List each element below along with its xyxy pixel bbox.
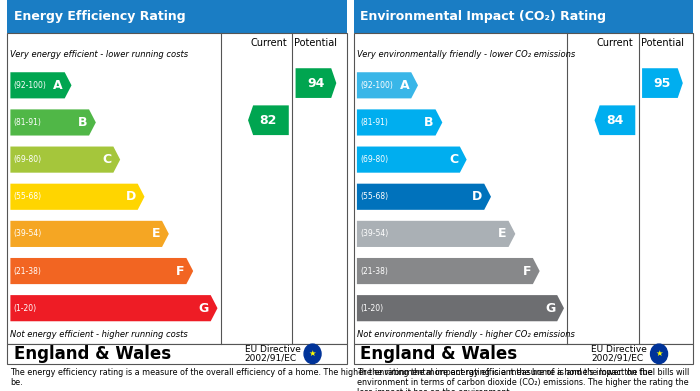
Text: (55-68): (55-68) bbox=[360, 192, 388, 201]
Text: (81-91): (81-91) bbox=[360, 118, 388, 127]
Text: E: E bbox=[498, 228, 507, 240]
Text: B: B bbox=[78, 116, 88, 129]
Polygon shape bbox=[10, 72, 71, 99]
Text: Current: Current bbox=[250, 38, 287, 48]
Text: 95: 95 bbox=[654, 77, 671, 90]
Polygon shape bbox=[357, 109, 442, 136]
Text: Not energy efficient - higher running costs: Not energy efficient - higher running co… bbox=[10, 330, 188, 339]
Text: England & Wales: England & Wales bbox=[360, 345, 517, 363]
FancyBboxPatch shape bbox=[7, 0, 346, 33]
Text: 82: 82 bbox=[260, 114, 277, 127]
Text: 94: 94 bbox=[307, 77, 325, 90]
Polygon shape bbox=[357, 147, 467, 173]
Text: (39-54): (39-54) bbox=[14, 230, 42, 239]
Polygon shape bbox=[10, 258, 193, 284]
Text: B: B bbox=[424, 116, 434, 129]
Polygon shape bbox=[642, 68, 682, 98]
Polygon shape bbox=[10, 295, 218, 321]
Text: England & Wales: England & Wales bbox=[14, 345, 171, 363]
Text: Not environmentally friendly - higher CO₂ emissions: Not environmentally friendly - higher CO… bbox=[357, 330, 575, 339]
Text: 2002/91/EC: 2002/91/EC bbox=[591, 353, 643, 362]
Text: EU Directive: EU Directive bbox=[245, 345, 300, 355]
Polygon shape bbox=[357, 258, 540, 284]
FancyBboxPatch shape bbox=[354, 33, 693, 344]
Text: (69-80): (69-80) bbox=[360, 155, 388, 164]
Text: Very environmentally friendly - lower CO₂ emissions: Very environmentally friendly - lower CO… bbox=[357, 50, 575, 59]
Text: (1-20): (1-20) bbox=[360, 304, 384, 313]
Circle shape bbox=[650, 344, 668, 364]
Text: G: G bbox=[199, 302, 209, 315]
Text: ★: ★ bbox=[655, 349, 663, 359]
Text: (39-54): (39-54) bbox=[360, 230, 388, 239]
Polygon shape bbox=[10, 109, 96, 136]
Polygon shape bbox=[10, 147, 120, 173]
Polygon shape bbox=[357, 184, 491, 210]
Text: 2002/91/EC: 2002/91/EC bbox=[245, 353, 297, 362]
FancyBboxPatch shape bbox=[7, 33, 346, 344]
Polygon shape bbox=[10, 221, 169, 247]
Text: EU Directive: EU Directive bbox=[591, 345, 647, 355]
Text: (92-100): (92-100) bbox=[360, 81, 393, 90]
Text: F: F bbox=[523, 265, 531, 278]
Text: C: C bbox=[449, 153, 459, 166]
FancyBboxPatch shape bbox=[354, 344, 693, 364]
FancyBboxPatch shape bbox=[7, 344, 346, 364]
Text: G: G bbox=[545, 302, 556, 315]
Text: Environmental Impact (CO₂) Rating: Environmental Impact (CO₂) Rating bbox=[360, 10, 606, 23]
Polygon shape bbox=[10, 184, 144, 210]
Text: D: D bbox=[126, 190, 136, 203]
Text: A: A bbox=[53, 79, 63, 92]
Text: Potential: Potential bbox=[641, 38, 684, 48]
Text: Potential: Potential bbox=[295, 38, 337, 48]
Text: Current: Current bbox=[596, 38, 634, 48]
Polygon shape bbox=[357, 72, 418, 99]
Text: A: A bbox=[400, 79, 410, 92]
Text: Energy Efficiency Rating: Energy Efficiency Rating bbox=[14, 10, 186, 23]
Text: (1-20): (1-20) bbox=[14, 304, 37, 313]
Polygon shape bbox=[594, 105, 636, 135]
Text: (55-68): (55-68) bbox=[14, 192, 42, 201]
Text: ★: ★ bbox=[309, 349, 316, 359]
Text: (21-38): (21-38) bbox=[14, 267, 42, 276]
Polygon shape bbox=[248, 105, 289, 135]
Text: 84: 84 bbox=[606, 114, 624, 127]
Polygon shape bbox=[295, 68, 336, 98]
Circle shape bbox=[304, 344, 321, 364]
Text: The environmental impact rating is a measure of a home's impact on the environme: The environmental impact rating is a mea… bbox=[357, 368, 689, 391]
Polygon shape bbox=[357, 221, 515, 247]
Text: E: E bbox=[152, 228, 160, 240]
Text: (81-91): (81-91) bbox=[14, 118, 42, 127]
Text: (69-80): (69-80) bbox=[14, 155, 42, 164]
Text: D: D bbox=[473, 190, 482, 203]
Polygon shape bbox=[357, 295, 564, 321]
Text: (21-38): (21-38) bbox=[360, 267, 388, 276]
Text: Very energy efficient - lower running costs: Very energy efficient - lower running co… bbox=[10, 50, 188, 59]
Text: The energy efficiency rating is a measure of the overall efficiency of a home. T: The energy efficiency rating is a measur… bbox=[10, 368, 690, 387]
Text: C: C bbox=[103, 153, 112, 166]
FancyBboxPatch shape bbox=[354, 0, 693, 33]
Text: F: F bbox=[176, 265, 185, 278]
Text: (92-100): (92-100) bbox=[14, 81, 47, 90]
